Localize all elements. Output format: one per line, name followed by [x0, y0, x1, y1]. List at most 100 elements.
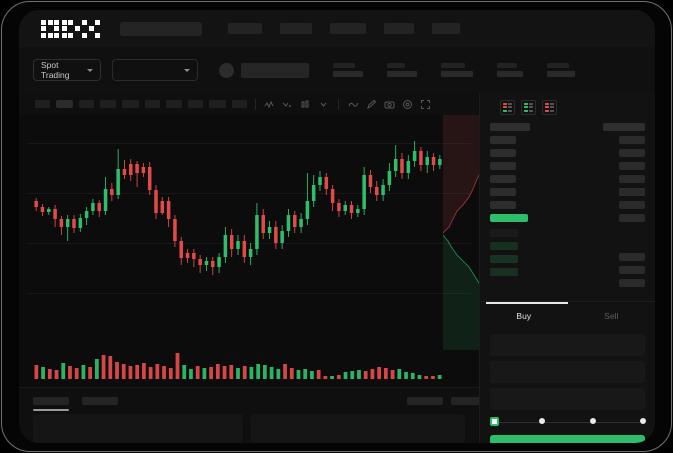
right-row-10[interactable]	[619, 279, 645, 287]
nav-item-3[interactable]	[330, 23, 366, 34]
stat-5	[547, 63, 575, 77]
bid-row-1[interactable]	[490, 229, 518, 237]
timeframe-4[interactable]	[100, 100, 116, 108]
stat-1	[333, 63, 363, 77]
nav-item-4[interactable]	[384, 23, 414, 34]
nav-item-5[interactable]	[432, 23, 460, 34]
okx-logo-glyph-2	[61, 19, 80, 38]
orderbook-mode-both-cell	[503, 106, 507, 109]
right-row-8[interactable]	[619, 253, 645, 261]
timeframe-9[interactable]	[209, 100, 226, 108]
tab-buy[interactable]: Buy	[480, 302, 568, 329]
tab-open-orders[interactable]	[33, 397, 69, 405]
pair-name-display	[241, 62, 309, 78]
timeframe-1[interactable]	[35, 100, 50, 108]
bid-row-4[interactable]	[490, 268, 518, 276]
stat-4-label	[497, 63, 517, 68]
settings-icon[interactable]	[402, 99, 413, 110]
compare-icon[interactable]	[282, 99, 293, 110]
nav-item-2[interactable]	[280, 23, 312, 34]
timeframe-10[interactable]	[232, 100, 247, 108]
tab-open-orders-indicator	[33, 409, 69, 411]
pair-avatar	[219, 62, 234, 78]
orderbook-mode-both-cell	[508, 103, 512, 105]
orderbook-header-left[interactable]	[490, 123, 530, 131]
orderbook-header-right[interactable]	[603, 123, 645, 131]
orderbook-mode-both-cell	[508, 109, 512, 112]
price-chart[interactable]	[19, 115, 495, 387]
orderbook-mode-both-cell	[503, 109, 507, 112]
percent-slider[interactable]	[490, 415, 646, 429]
price-input[interactable]	[490, 334, 645, 356]
orderbook-mode-bids-cell	[529, 103, 533, 105]
spread-row[interactable]	[490, 214, 528, 222]
ask-row-6[interactable]	[490, 201, 516, 209]
orderbook-mode-both[interactable]	[500, 100, 515, 115]
nav-item-1[interactable]	[228, 23, 262, 34]
timeframe-5[interactable]	[122, 100, 139, 108]
bid-row-3[interactable]	[490, 255, 518, 263]
ask-row-2[interactable]	[490, 149, 516, 157]
global-search-input[interactable]	[120, 21, 202, 36]
slider-track	[495, 421, 640, 423]
candlestick-type-icon[interactable]	[300, 99, 311, 110]
pencil-icon[interactable]	[366, 99, 377, 110]
tab-buy-indicator	[486, 302, 568, 304]
orderbook-mode-asks-cell	[545, 106, 549, 109]
total-input[interactable]	[490, 388, 645, 410]
action-cancel-all[interactable]	[451, 397, 487, 405]
orderbook-rows[interactable]	[480, 121, 655, 301]
step-75[interactable]	[640, 418, 646, 424]
timeframe-6[interactable]	[145, 100, 160, 108]
stat-4-value	[497, 71, 523, 77]
orderbook-mode-bids[interactable]	[521, 100, 536, 115]
bid-row-2[interactable]	[490, 242, 518, 250]
ask-row-4[interactable]	[490, 175, 516, 183]
stat-5-value	[547, 71, 575, 77]
ask-row-5[interactable]	[490, 188, 516, 196]
right-row-9[interactable]	[619, 266, 645, 274]
action-hide-other-pairs[interactable]	[407, 397, 443, 405]
right-row-1[interactable]	[619, 136, 645, 144]
stat-2-value	[387, 71, 417, 77]
right-row-6[interactable]	[619, 201, 645, 209]
step-50[interactable]	[589, 418, 596, 424]
orderbook-mode-both-cell	[508, 106, 512, 109]
stat-4	[497, 63, 523, 77]
timeframe-2[interactable]	[56, 100, 73, 108]
line-chart-icon[interactable]	[348, 99, 359, 110]
orderbook-mode-asks-cell	[545, 109, 549, 112]
tab-order-history[interactable]	[82, 397, 118, 405]
step-25[interactable]	[539, 418, 546, 424]
step-0[interactable]	[490, 416, 499, 426]
okx-logo[interactable]	[41, 19, 100, 38]
chevron-down-icon[interactable]	[318, 99, 329, 110]
timeframe-7[interactable]	[166, 100, 182, 108]
orderbook-panel: Buy Sell	[479, 93, 655, 443]
gridline-2	[27, 243, 471, 244]
right-row-4[interactable]	[619, 175, 645, 183]
stat-2	[387, 63, 417, 77]
toolbar-divider	[255, 98, 256, 110]
orderbook-mode-asks-cell	[545, 103, 549, 105]
timeframe-8[interactable]	[188, 100, 203, 108]
right-row-3[interactable]	[619, 162, 645, 170]
trading-pair-selector[interactable]	[112, 59, 198, 81]
stat-1-value	[333, 71, 363, 77]
bottom-panel-left	[33, 414, 243, 443]
ask-row-3[interactable]	[490, 162, 516, 170]
orderbook-mode-asks[interactable]	[542, 100, 557, 115]
amount-input[interactable]	[490, 361, 645, 383]
ask-row-1[interactable]	[490, 136, 516, 144]
stat-5-label	[547, 63, 569, 68]
tab-sell[interactable]: Sell	[568, 302, 656, 329]
submit-order-button[interactable]	[490, 435, 645, 443]
right-row-7[interactable]	[619, 214, 645, 222]
right-row-5[interactable]	[619, 188, 645, 196]
timeframe-3[interactable]	[79, 100, 94, 108]
right-row-2[interactable]	[619, 149, 645, 157]
market-type-selector[interactable]: Spot Trading	[33, 59, 101, 81]
camera-icon[interactable]	[384, 99, 395, 110]
indicator-icon[interactable]	[264, 99, 275, 110]
fullscreen-icon[interactable]	[420, 99, 431, 110]
